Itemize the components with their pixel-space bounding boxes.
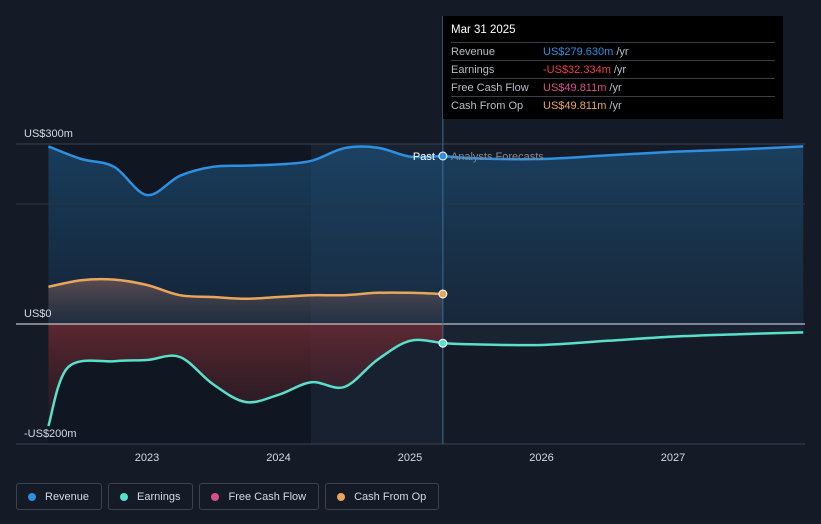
legend-item-revenue[interactable]: Revenue <box>16 483 103 510</box>
tooltip-unit: /yr <box>616 45 629 58</box>
revenue-area <box>48 146 804 324</box>
data-tooltip: Mar 31 2025 Revenue US$279.630m /yr Earn… <box>443 16 783 119</box>
tooltip-value: US$49.811m <box>543 99 607 112</box>
legend-label: Earnings <box>137 490 181 503</box>
legend-label: Cash From Op <box>354 490 427 503</box>
legend-label: Revenue <box>45 490 90 503</box>
series-lines <box>47 145 804 427</box>
tooltip-label: Cash From Op <box>451 99 524 112</box>
legend-item-cash-from-op[interactable]: Cash From Op <box>325 483 440 510</box>
tooltip-unit: /yr <box>609 81 622 94</box>
tooltip-unit: /yr <box>613 63 627 76</box>
tooltip-row-cash-from-op: Cash From Op US$49.811m /yr <box>451 96 775 114</box>
revenue-forecast-line <box>442 145 804 161</box>
cash-from-op-marker <box>438 289 448 299</box>
cash-from-op-line <box>48 277 443 301</box>
x-tick-label: 2024 <box>266 452 290 464</box>
free-cash-flow-dot-icon <box>211 492 220 501</box>
tooltip-label: Earnings <box>451 63 495 76</box>
revenue-marker <box>438 151 448 161</box>
past-label: Past <box>413 151 435 163</box>
earnings-area <box>48 324 443 426</box>
forecast-label: Analysts Forecasts <box>451 151 544 163</box>
revenue-line <box>47 145 443 197</box>
earnings-forecast-line <box>442 331 804 347</box>
tooltip-row-earnings: Earnings -US$32.334m /yr <box>451 60 775 78</box>
cash-from-op-area <box>48 279 443 324</box>
tooltip-label: Free Cash Flow <box>451 81 529 94</box>
legend-label: Free Cash Flow <box>228 490 307 503</box>
chart-legend: Revenue Earnings Free Cash Flow Cash Fro… <box>16 483 440 510</box>
tooltip-row-revenue: Revenue US$279.630m /yr <box>451 42 775 60</box>
y-tick-label: -US$200m <box>24 428 77 440</box>
tooltip-unit: /yr <box>609 99 622 112</box>
y-tick-label: US$0 <box>24 308 52 320</box>
legend-item-free-cash-flow[interactable]: Free Cash Flow <box>199 483 320 510</box>
earnings-forecast-area <box>442 324 804 346</box>
x-tick-label: 2023 <box>135 452 159 464</box>
revenue-dot-icon <box>28 492 36 501</box>
tooltip-value: US$279.630m <box>543 45 614 58</box>
x-tick-label: 2026 <box>529 452 553 464</box>
tooltip-value: US$49.811m <box>543 81 607 94</box>
y-tick-label: US$300m <box>24 128 73 140</box>
series-areas <box>48 146 804 426</box>
tooltip-value: -US$32.334m <box>543 63 611 76</box>
tooltip-date: Mar 31 2025 <box>451 24 516 36</box>
x-tick-label: 2027 <box>661 452 685 464</box>
x-tick-label: 2025 <box>398 452 422 464</box>
axis-labels: Past Analysts Forecasts US$300m US$0 -US$2… <box>24 128 685 464</box>
tooltip-label: Revenue <box>451 45 496 58</box>
legend-item-earnings[interactable]: Earnings <box>108 483 194 510</box>
tooltip-row-free-cash-flow: Free Cash Flow US$49.811m /yr <box>451 78 775 96</box>
earnings-dot-icon <box>120 492 129 501</box>
cash-from-op-dot-icon <box>337 492 346 501</box>
earnings-marker <box>438 338 448 348</box>
gridlines <box>16 16 805 445</box>
earnings-line <box>47 338 444 427</box>
